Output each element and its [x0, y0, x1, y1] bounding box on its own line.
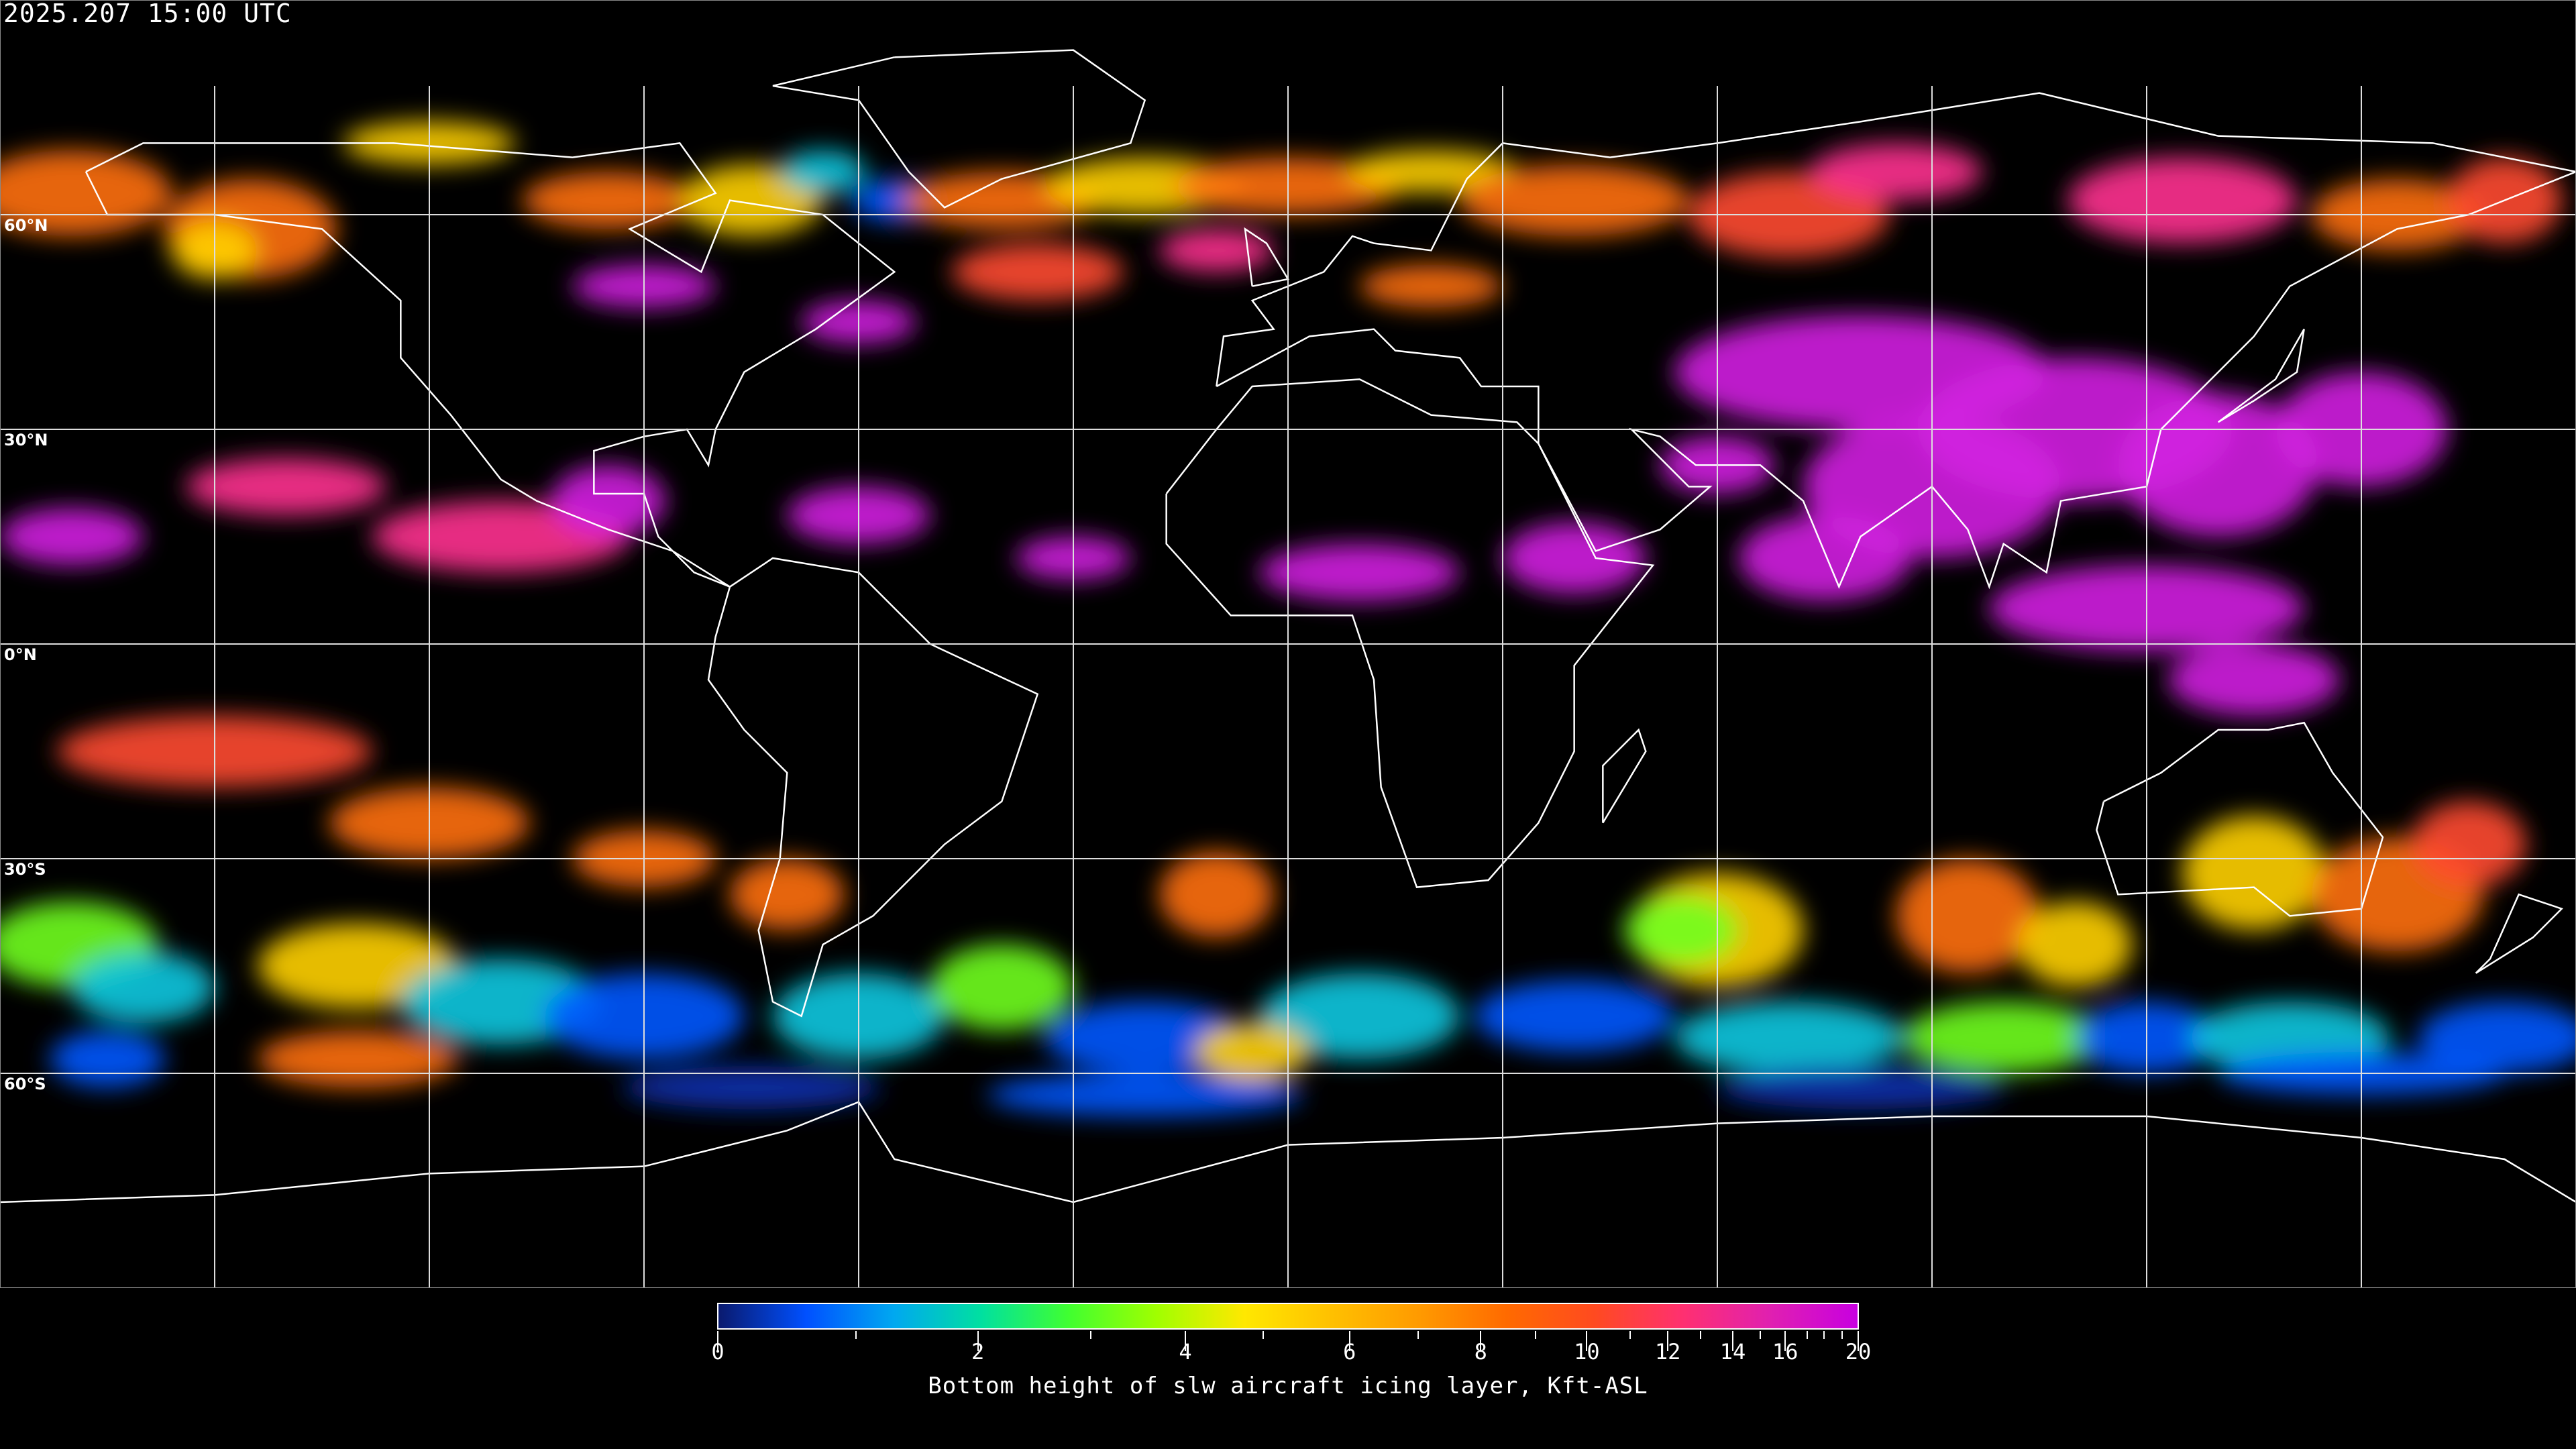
- colorbar-tick-label: 0: [711, 1339, 724, 1364]
- colorbar-tick: [1841, 1331, 1843, 1339]
- coastline: [1602, 728, 1647, 824]
- coastline: [2475, 893, 2563, 974]
- icing-cloud-patch: [930, 944, 1074, 1031]
- icing-cloud-patch: [780, 150, 866, 194]
- latitude-label: 30°N: [4, 431, 48, 449]
- icing-cloud-patch: [729, 858, 845, 930]
- latitude-label: 30°S: [4, 860, 46, 879]
- icing-cloud-patch: [1738, 515, 1911, 602]
- colorbar-tick: [1823, 1331, 1825, 1339]
- icing-cloud-patch: [1345, 150, 1517, 194]
- icing-cloud-patch: [1474, 980, 1675, 1053]
- colorbar-tick-label: 10: [1574, 1339, 1600, 1364]
- colorbar-tick: [1534, 1331, 1536, 1339]
- icing-cloud-patch: [2017, 901, 2133, 988]
- icing-cloud-patch: [0, 508, 144, 566]
- colorbar-label: Bottom height of slw aircraft icing laye…: [928, 1373, 1648, 1399]
- colorbar-tick: [1480, 1331, 1482, 1351]
- colorbar-tick: [1858, 1331, 1859, 1351]
- colorbar-tick: [1700, 1331, 1702, 1339]
- coastline: [0, 1101, 2576, 1203]
- icing-cloud-patch: [2068, 157, 2298, 244]
- latitude-label: 0°N: [4, 645, 37, 664]
- icing-cloud-patch: [1359, 264, 1503, 308]
- icing-cloud-patch: [1459, 164, 1689, 237]
- colorbar-tick: [1417, 1331, 1419, 1339]
- colorbar-tick-label: 8: [1474, 1339, 1487, 1364]
- coastline: [1216, 92, 2576, 590]
- colorbar-tick: [977, 1331, 979, 1351]
- icing-cloud-patch: [951, 243, 1124, 301]
- colorbar-tick: [855, 1331, 857, 1339]
- icing-cloud-patch: [1159, 851, 1274, 938]
- coastline: [707, 557, 1039, 1018]
- latitude-label: 60°S: [4, 1075, 46, 1093]
- colorbar-tick-label: 4: [1179, 1339, 1192, 1364]
- icing-cloud-patch: [2411, 801, 2526, 888]
- colorbar-tick: [1806, 1331, 1808, 1339]
- icing-cloud-patch: [622, 1066, 881, 1110]
- icing-cloud-field: [0, 121, 2576, 1117]
- icing-cloud-patch: [186, 458, 387, 516]
- colorbar-tick-label: 14: [1719, 1339, 1746, 1364]
- icing-cloud-patch: [1195, 1023, 1310, 1081]
- colorbar: [717, 1303, 1859, 1330]
- icing-cloud-patch: [2167, 643, 2341, 716]
- icing-map: [0, 49, 2576, 1288]
- icing-cloud-patch: [1502, 522, 1646, 594]
- icing-cloud-patch: [987, 1073, 1303, 1117]
- colorbar-tick: [1732, 1331, 1733, 1351]
- coastline: [2096, 721, 2384, 917]
- graticule: [0, 86, 2576, 1288]
- colorbar-tick: [1348, 1331, 1350, 1351]
- icing-cloud-patch: [1903, 1002, 2104, 1074]
- colorbar-tick: [1784, 1331, 1786, 1351]
- colorbar-tick: [1629, 1331, 1631, 1339]
- colorbar-tick: [1262, 1331, 1264, 1339]
- icing-cloud-patch: [1674, 1002, 1904, 1074]
- colorbar-tick-label: 16: [1772, 1339, 1799, 1364]
- colorbar-tick: [1586, 1331, 1588, 1351]
- colorbar-tick-label: 6: [1343, 1339, 1356, 1364]
- icing-cloud-patch: [1044, 1002, 1246, 1074]
- colorbar-tick: [717, 1331, 718, 1351]
- icing-cloud-patch: [2182, 815, 2326, 930]
- icing-cloud-patch: [1159, 229, 1274, 272]
- colorbar-tick-label: 12: [1654, 1339, 1681, 1364]
- latitude-label: 60°N: [4, 216, 48, 235]
- colorbar-tick: [1185, 1331, 1186, 1351]
- colorbar-tick: [1759, 1331, 1761, 1339]
- icing-cloud-patch: [1259, 973, 1460, 1059]
- icing-cloud-patch: [2418, 1002, 2576, 1074]
- coastline: [772, 49, 1146, 209]
- icing-cloud-patch: [1810, 143, 1982, 201]
- icing-cloud-patch: [1259, 543, 1460, 602]
- colorbar-tick: [1089, 1331, 1091, 1339]
- coastline: [1244, 227, 1289, 287]
- colorbar-tick: [1667, 1331, 1669, 1351]
- icing-cloud-patch: [71, 951, 215, 1024]
- coastline: [1165, 378, 1655, 889]
- coastline: [2217, 329, 2305, 423]
- colorbar-tick-label: 20: [1845, 1339, 1872, 1364]
- colorbar-tick-label: 2: [971, 1339, 985, 1364]
- timestamp-title: 2025.207 15:00 UTC: [3, 0, 292, 28]
- map-frame: [0, 0, 2576, 1288]
- icing-cloud-patch: [1624, 894, 1739, 967]
